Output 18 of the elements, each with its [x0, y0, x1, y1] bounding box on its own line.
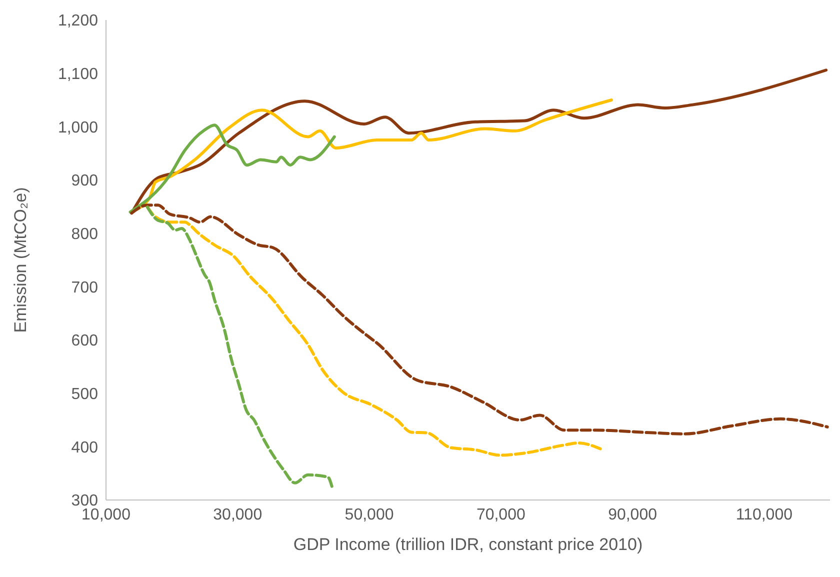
y-tick-label: 1,200	[58, 12, 98, 30]
y-tick-label: 600	[71, 332, 98, 350]
y-tick-label: 1,000	[58, 119, 98, 136]
x-tick-label: 70,000	[476, 506, 526, 524]
x-tick-label: 110,000	[736, 506, 793, 524]
y-tick-label: 700	[71, 279, 98, 296]
y-tick-label: 1,100	[58, 66, 98, 84]
x-tick-label: 30,000	[213, 506, 262, 524]
y-tick-label: 900	[71, 172, 98, 190]
line-series	[128, 124, 336, 214]
line-series	[146, 206, 334, 490]
x-tick-label: 90,000	[608, 506, 658, 524]
y-tick-label: 800	[71, 226, 98, 244]
y-axis-title: Emission (MtCO₂e)	[11, 187, 30, 333]
x-tick-label: 50,000	[344, 506, 394, 524]
x-axis-title: GDP Income (trillion IDR, constant price 2010)	[293, 535, 643, 554]
y-tick-label: 400	[71, 439, 98, 456]
y-tick-label: 500	[71, 386, 98, 404]
